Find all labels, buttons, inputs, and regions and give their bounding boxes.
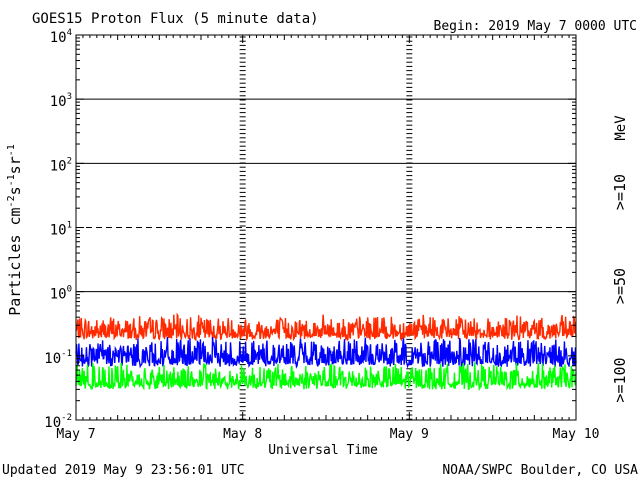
x-tick-label: May 7: [56, 427, 95, 442]
grid-layer: [76, 36, 576, 420]
y-tick-base: 10: [50, 158, 67, 174]
legend-series-100mev: >=100: [611, 357, 629, 402]
y-tick-exponent: 1: [67, 221, 72, 231]
series-line-1: [75, 336, 577, 369]
y-tick-exponent: -2: [61, 413, 72, 423]
y-tick-label: 104: [50, 28, 72, 46]
legend-series-50mev: >=50: [611, 268, 629, 304]
y-axis-label-sup3: -1: [6, 144, 17, 156]
y-tick-label: 100: [50, 285, 72, 303]
units-label: MeV: [613, 115, 629, 141]
y-tick-base: 10: [44, 415, 61, 431]
updated-timestamp: Updated 2019 May 9 23:56:01 UTC: [2, 463, 245, 478]
y-axis-label-sup1: -2: [6, 195, 17, 207]
legend-series-10mev: >=10: [611, 174, 629, 210]
y-axis-label-sup2: -1: [6, 174, 17, 186]
begin-label: Begin: 2019 May 7 0000 UTC: [434, 19, 638, 34]
chart-title: GOES15 Proton Flux (5 minute data): [32, 11, 319, 27]
y-tick-base: 10: [50, 223, 67, 239]
series-line-2: [75, 362, 577, 392]
y-tick-exponent: 3: [67, 92, 72, 102]
y-tick-exponent: 2: [67, 156, 72, 166]
y-tick-exponent: 0: [67, 285, 72, 295]
x-tick-label: May 10: [553, 427, 600, 442]
x-tick-label: May 8: [223, 427, 262, 442]
y-tick-base: 10: [50, 287, 67, 303]
y-tick-label: 103: [50, 92, 72, 110]
series-line-0: [75, 312, 577, 342]
y-axis-label-sr: sr: [6, 156, 24, 174]
x-tick-label: May 9: [390, 427, 429, 442]
y-axis-label-main: Particles cm: [6, 207, 24, 315]
y-axis-label-s: s: [6, 186, 24, 195]
y-tick-label: 10-2: [44, 413, 72, 431]
series-layer: [75, 312, 577, 392]
y-tick-label: 101: [50, 221, 72, 239]
y-axis-label: Particles cm-2s-1sr-1: [6, 144, 24, 316]
y-tick-exponent: -1: [61, 349, 72, 359]
x-axis-label: Universal Time: [268, 443, 378, 458]
y-tick-base: 10: [44, 351, 61, 367]
y-tick-exponent: 4: [67, 28, 72, 38]
y-tick-label: 10-1: [44, 349, 72, 367]
source-credit: NOAA/SWPC Boulder, CO USA: [442, 463, 638, 478]
y-tick-base: 10: [50, 94, 67, 110]
y-tick-base: 10: [50, 30, 67, 46]
y-tick-label: 102: [50, 156, 72, 174]
